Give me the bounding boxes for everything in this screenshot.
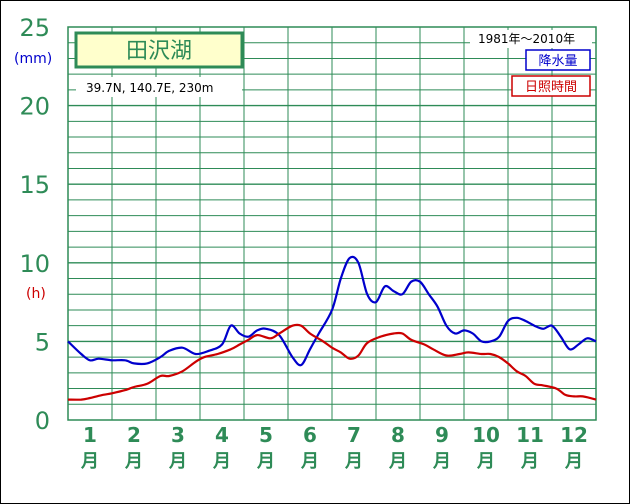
x-tick-suffix: 月 (344, 451, 363, 472)
precip-unit: (mm) (14, 51, 52, 67)
x-tick-suffix: 月 (564, 451, 583, 472)
y-tick-label: 15 (19, 171, 50, 199)
period-text: 1981年〜2010年 (478, 32, 575, 46)
x-tick-suffix: 月 (168, 451, 187, 472)
location-text: 39.7N, 140.7E, 230m (86, 81, 213, 95)
y-tick-label: 5 (35, 328, 50, 356)
legend-precip-box (525, 49, 591, 71)
x-tick-label: 12 (560, 423, 588, 447)
x-tick-suffix: 月 (300, 451, 319, 472)
y-tick-label: 10 (19, 250, 50, 278)
sunshine-line (67, 323, 597, 401)
x-tick-suffix: 月 (256, 451, 275, 472)
series-layer (67, 255, 597, 401)
x-tick-suffix: 月 (124, 451, 143, 472)
x-axis-ticks: 1 月 2 月 3 月 4 月 5 月 6 月 7 月 8 月 9 月 10 月 11 月 12 月 (80, 423, 588, 472)
sunshine-unit: (h) (26, 286, 46, 302)
x-tick-label: 9 (435, 423, 449, 447)
x-tick-label: 2 (127, 423, 141, 447)
x-tick-label: 7 (347, 423, 361, 447)
y-tick-label: 25 (19, 14, 50, 42)
x-tick-suffix: 月 (80, 451, 99, 472)
legend-sunshine-box (511, 75, 591, 97)
x-tick-label: 5 (259, 423, 273, 447)
y-tick-label: 20 (19, 93, 50, 121)
x-tick-label: 4 (215, 423, 229, 447)
station-title: 田沢湖 (126, 39, 192, 64)
location-box (76, 77, 242, 97)
x-tick-label: 8 (391, 423, 405, 447)
y-axis-ticks: 0 5 10 15 20 25 (19, 14, 50, 435)
x-tick-label: 1 (83, 423, 97, 447)
title-box (74, 31, 244, 69)
x-tick-label: 11 (516, 423, 544, 447)
grid-lines (68, 27, 596, 420)
legend-sunshine-label: 日照時間 (525, 80, 577, 95)
x-tick-suffix: 月 (212, 451, 231, 472)
x-tick-label: 3 (171, 423, 185, 447)
x-tick-suffix: 月 (520, 451, 539, 472)
x-tick-suffix: 月 (476, 451, 495, 472)
y-tick-label: 0 (35, 407, 50, 435)
x-tick-suffix: 月 (388, 451, 407, 472)
period-box (470, 30, 592, 48)
x-tick-label: 6 (303, 423, 317, 447)
legend-precip-label: 降水量 (538, 54, 577, 69)
x-tick-suffix: 月 (432, 451, 451, 472)
x-tick-label: 10 (472, 423, 500, 447)
precip-line (67, 255, 597, 367)
